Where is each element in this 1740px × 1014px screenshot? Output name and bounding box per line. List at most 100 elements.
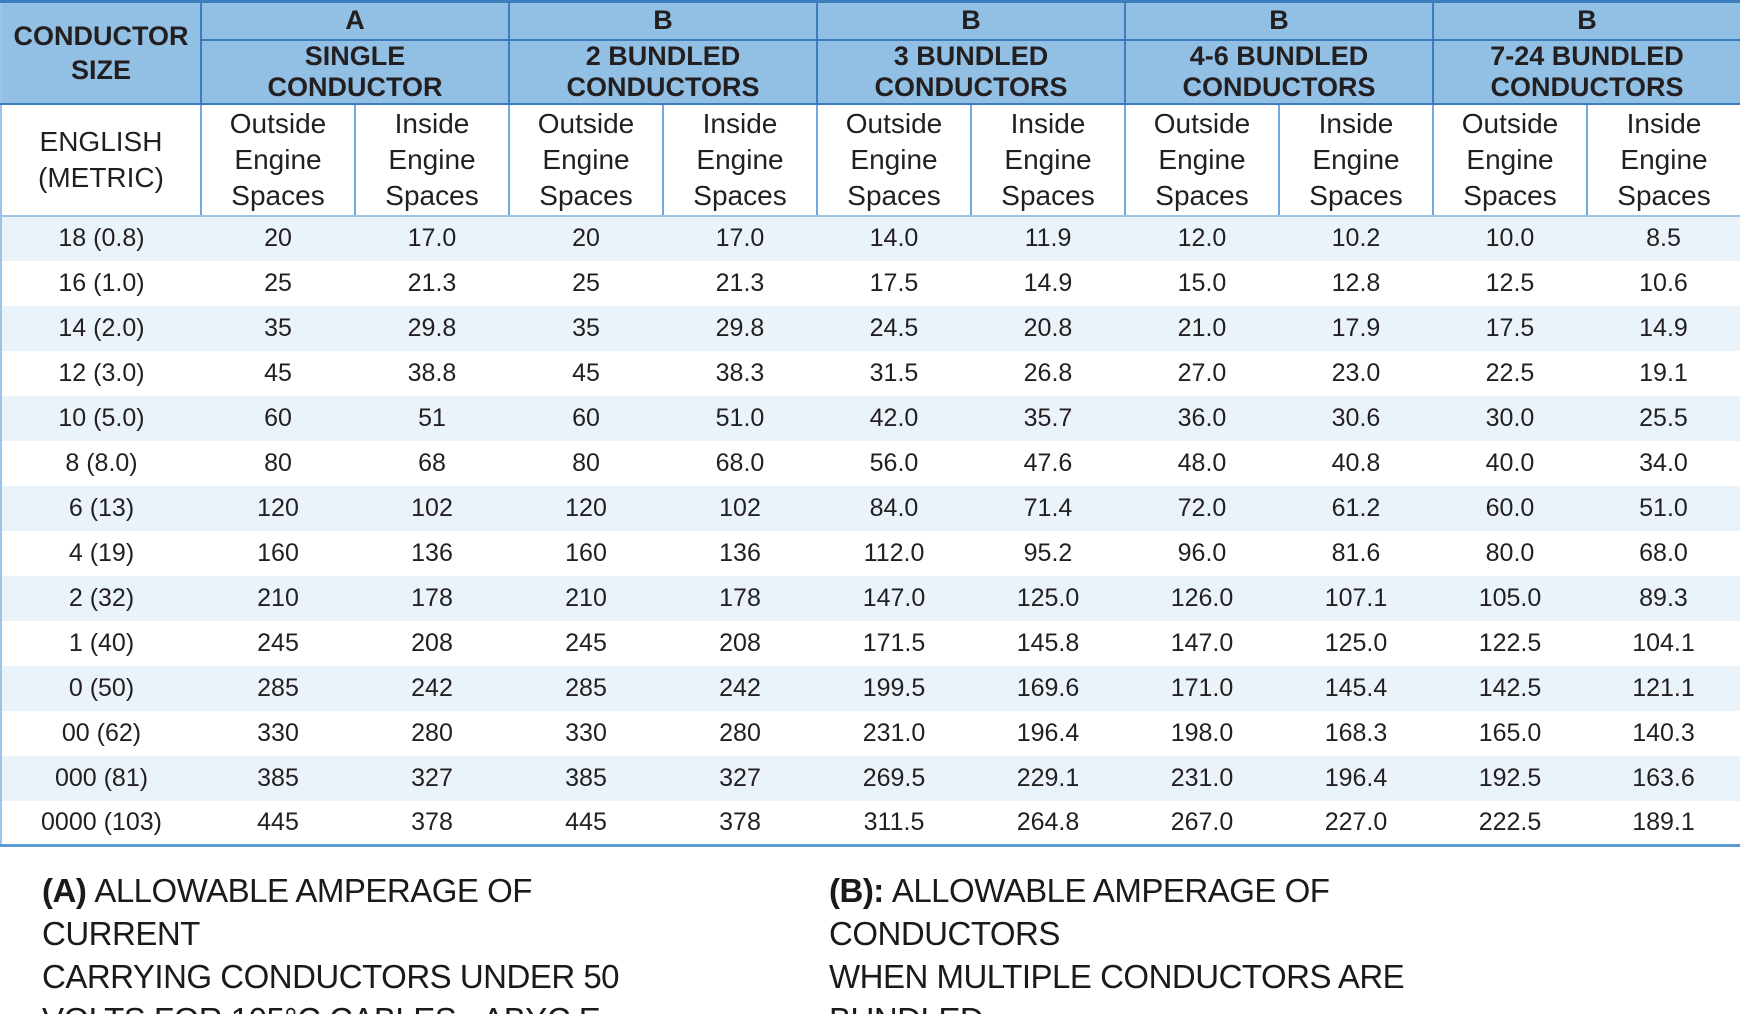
table-row: 00 (62) 330 280 330 280 231.0 196.4 198.0 168.3 1…: [1, 710, 1740, 756]
amperage-cell: 245: [565, 628, 607, 657]
amperage-cell: 126.0: [1170, 583, 1234, 612]
amperage-cell: 80.0: [1485, 538, 1535, 567]
amperage-cell: 196.4: [1016, 718, 1080, 747]
group-label-2-bundled: 2 BUNDLED CONDUCTORS: [508, 39, 817, 105]
amperage-cell: 20.8: [1023, 313, 1073, 342]
amperage-cell: 8.5: [1646, 224, 1681, 252]
amperage-cell: 29.8: [715, 313, 765, 342]
subheader-outside-1: Outside Engine Spaces: [200, 103, 355, 217]
amperage-cell: 21.3: [715, 268, 765, 297]
amperage-cell: 280: [411, 718, 453, 747]
amperage-cell: 27.0: [1177, 358, 1227, 387]
amperage-cell: 178: [411, 583, 453, 612]
amperage-cell: 60: [572, 403, 600, 432]
amperage-cell: 29.8: [407, 313, 457, 342]
amperage-cell: 17.0: [407, 224, 457, 252]
footnotes: (A) ALLOWABLE AMPERAGE OF CURRENT CARRYIN…: [0, 847, 1740, 1014]
amperage-cell: 171.0: [1170, 673, 1234, 702]
amperage-cell: 189.1: [1632, 807, 1695, 836]
amperage-cell: 96.0: [1177, 538, 1227, 567]
amperage-cell: 35.7: [1023, 403, 1073, 432]
amperage-cell: 385: [565, 763, 607, 792]
conductor-size-cell: 0 (50): [68, 673, 135, 702]
amperage-cell: 107.1: [1324, 583, 1388, 612]
table-row: 8 (8.0) 80 68 80 68.0 56.0 47.6 48.0 40.8 40.0 34.…: [1, 440, 1740, 486]
amperage-cell: 17.5: [869, 268, 919, 297]
amperage-cell: 95.2: [1023, 538, 1073, 567]
amperage-cell: 12.8: [1331, 268, 1381, 297]
amperage-cell: 208: [411, 628, 453, 657]
amperage-cell: 40.0: [1485, 448, 1535, 477]
amperage-cell: 11.9: [1024, 224, 1072, 252]
amperage-cell: 105.0: [1478, 583, 1542, 612]
amperage-cell: 160: [565, 538, 607, 567]
conductor-size-cell: 18 (0.8): [58, 224, 145, 252]
amperage-cell: 38.3: [715, 358, 765, 387]
note-b-prefix: (B):: [829, 872, 884, 909]
amperage-cell: 171.5: [862, 628, 926, 657]
amperage-cell: 36.0: [1177, 403, 1227, 432]
amperage-cell: 45: [572, 358, 600, 387]
subheader-outside-2: Outside Engine Spaces: [508, 103, 663, 217]
amperage-cell: 120: [565, 493, 607, 522]
table-row: 10 (5.0) 60 51 60 51.0 42.0 35.7 36.0 30.6 30.0 25…: [1, 395, 1740, 441]
table-body: 18 (0.8) 20 17.0 20 17.0 14.0 11.9 12.0 10.2 10.0…: [1, 215, 1740, 846]
amperage-cell: 30.6: [1331, 403, 1381, 432]
amperage-cell: 60.0: [1485, 493, 1535, 522]
conductor-size-cell: 2 (32): [68, 583, 135, 612]
amperage-cell: 71.4: [1023, 493, 1073, 522]
amperage-cell: 445: [257, 807, 299, 836]
amperage-cell: 12.0: [1177, 224, 1227, 252]
conductor-ampacity-table: CONDUCTOR SIZE A B B B B SINGLE CONDUCTO…: [0, 0, 1740, 847]
amperage-cell: 163.6: [1632, 763, 1695, 792]
amperage-cell: 68.0: [1639, 538, 1688, 567]
amperage-cell: 10.2: [1331, 224, 1381, 252]
amperage-cell: 10.6: [1639, 268, 1688, 297]
amperage-cell: 17.0: [715, 224, 765, 252]
note-a: (A) ALLOWABLE AMPERAGE OF CURRENT CARRYIN…: [42, 869, 677, 1014]
amperage-cell: 25: [572, 268, 600, 297]
amperage-cell: 14.9: [1639, 313, 1688, 342]
amperage-cell: 45: [264, 358, 292, 387]
conductor-size-cell: 8 (8.0): [65, 448, 138, 477]
subheader-row: ENGLISH (METRIC) Outside Engine Spaces I…: [1, 103, 1740, 217]
subheader-outside-4: Outside Engine Spaces: [1124, 103, 1279, 217]
group-letter-b2: B: [816, 1, 1125, 41]
subheader-inside-5: Inside Engine Spaces: [1586, 103, 1740, 217]
amperage-cell: 22.5: [1485, 358, 1535, 387]
amperage-cell: 168.3: [1324, 718, 1388, 747]
amperage-cell: 80: [264, 448, 292, 477]
amperage-cell: 35: [572, 313, 600, 342]
group-letter-b4: B: [1432, 1, 1740, 41]
amperage-cell: 136: [719, 538, 761, 567]
amperage-cell: 196.4: [1324, 763, 1388, 792]
amperage-cell: 140.3: [1632, 718, 1695, 747]
amperage-cell: 26.8: [1023, 358, 1073, 387]
amperage-cell: 122.5: [1478, 628, 1542, 657]
amperage-cell: 165.0: [1478, 718, 1542, 747]
amperage-cell: 208: [719, 628, 761, 657]
amperage-cell: 51: [418, 403, 446, 432]
amperage-cell: 385: [257, 763, 299, 792]
amperage-cell: 242: [411, 673, 453, 702]
table-row: 4 (19) 160 136 160 136 112.0 95.2 96.0 81.6 80.0 6…: [1, 530, 1740, 576]
subheader-outside-3: Outside Engine Spaces: [816, 103, 971, 217]
group-letter-row: CONDUCTOR SIZE A B B B B: [1, 1, 1740, 105]
english-metric-header: ENGLISH (METRIC): [1, 103, 201, 217]
amperage-cell: 89.3: [1639, 583, 1688, 612]
amperage-cell: 21.0: [1177, 313, 1227, 342]
amperage-cell: 20: [572, 224, 600, 252]
amperage-cell: 145.4: [1324, 673, 1388, 702]
amperage-cell: 40.8: [1331, 448, 1381, 477]
amperage-cell: 267.0: [1170, 807, 1234, 836]
group-letter-a: A: [200, 1, 509, 41]
amperage-cell: 285: [257, 673, 299, 702]
amperage-cell: 80: [572, 448, 600, 477]
amperage-cell: 198.0: [1170, 718, 1234, 747]
amperage-cell: 104.1: [1632, 628, 1695, 657]
amperage-cell: 35: [264, 313, 292, 342]
table-row: 16 (1.0) 25 21.3 25 21.3 17.5 14.9 15.0 12.8 12.5…: [1, 260, 1740, 306]
amperage-cell: 311.5: [863, 807, 925, 836]
group-label-3-bundled: 3 BUNDLED CONDUCTORS: [816, 39, 1125, 105]
amperage-cell: 210: [257, 583, 299, 612]
